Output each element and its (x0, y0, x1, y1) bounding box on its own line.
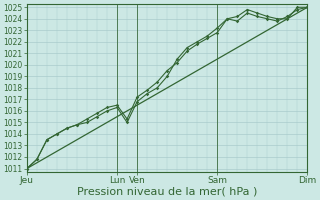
X-axis label: Pression niveau de la mer( hPa ): Pression niveau de la mer( hPa ) (77, 187, 257, 197)
